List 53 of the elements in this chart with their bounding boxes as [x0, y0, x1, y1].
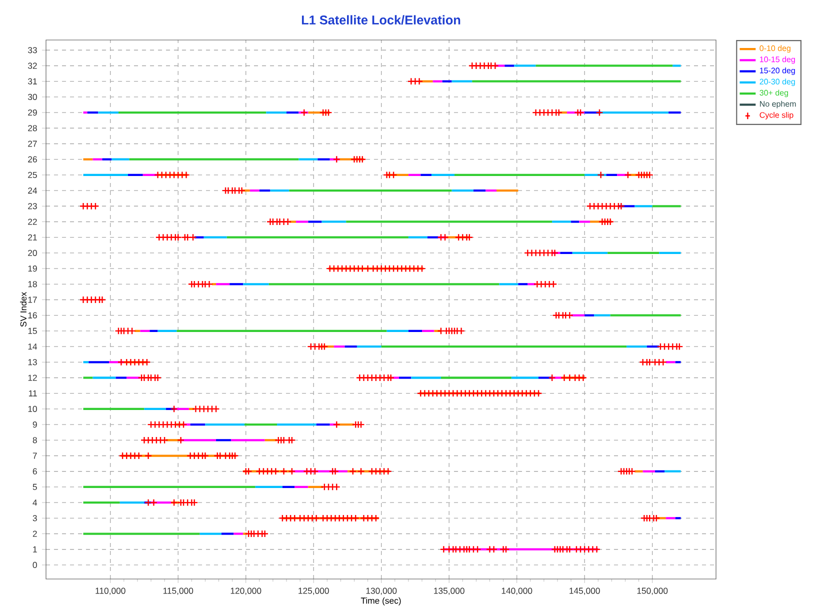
x-tick-label: 110,000	[96, 588, 126, 595]
x-tick-label: 145,000	[570, 588, 600, 595]
chart-title: L1 Satellite Lock/Elevation	[302, 15, 460, 25]
y-tick-label: 1	[33, 546, 37, 552]
y-tick-label: 23	[28, 203, 37, 210]
y-tick-label: 25	[28, 172, 37, 178]
y-tick-label: 12	[28, 374, 37, 381]
y-tick-label: 2	[32, 530, 37, 537]
y-tick-label: 18	[28, 281, 37, 288]
y-tick-label: 22	[28, 218, 37, 225]
y-tick-label: 0	[32, 562, 37, 568]
y-tick-label: 6	[32, 468, 37, 474]
y-tick-label: 21	[28, 234, 37, 240]
y-tick-label: 15	[28, 328, 37, 334]
y-tick-label: 27	[28, 140, 37, 147]
x-tick-label: 130,000	[366, 588, 397, 595]
x-tick-label: 125,000	[298, 588, 329, 595]
y-tick-label: 26	[28, 156, 37, 162]
y-tick-label: 30	[28, 94, 37, 100]
y-tick-label: 5	[32, 484, 37, 490]
y-tick-label: 16	[28, 312, 37, 318]
y-tick-label: 7	[32, 452, 37, 459]
x-tick-label: 135,000	[434, 588, 464, 595]
x-tick-label: 140,000	[502, 588, 532, 595]
legend-label: 30+ deg	[760, 90, 788, 98]
x-tick-label: 120,000	[230, 588, 262, 595]
y-tick-label: 4	[32, 500, 38, 506]
y-tick-label: 20	[28, 250, 37, 256]
legend-label: 20-30 deg	[760, 78, 795, 86]
y-tick-label: 13	[28, 359, 37, 366]
y-tick-label: 31	[28, 78, 37, 84]
y-tick-label: 17	[28, 296, 37, 303]
y-axis-title: SV Index	[20, 292, 26, 327]
y-tick-label: 8	[32, 437, 37, 444]
x-tick-label: 150,000	[637, 588, 668, 595]
y-tick-label: 11	[28, 390, 37, 396]
y-tick-label: 3	[32, 515, 37, 522]
y-tick-label: 24	[28, 188, 38, 194]
y-tick-label: 9	[32, 421, 37, 428]
y-tick-label: 28	[28, 125, 37, 132]
legend-label: 0-10 deg	[760, 45, 790, 53]
y-tick-label: 14	[28, 344, 38, 350]
x-tick-label: 115,000	[163, 588, 194, 595]
y-tick-label: 19	[28, 265, 37, 272]
y-tick-label: 33	[28, 47, 37, 54]
y-tick-label: 32	[28, 62, 37, 69]
y-tick-label: 10	[28, 406, 37, 412]
y-tick-label: 29	[28, 109, 37, 116]
legend-label: 15-20 deg	[760, 67, 795, 75]
legend-label: No ephem	[760, 100, 796, 108]
legend-label: 10-15 deg	[760, 56, 795, 64]
x-axis-title: Time (sec)	[360, 597, 401, 606]
legend-label: Cycle slip	[760, 112, 794, 120]
